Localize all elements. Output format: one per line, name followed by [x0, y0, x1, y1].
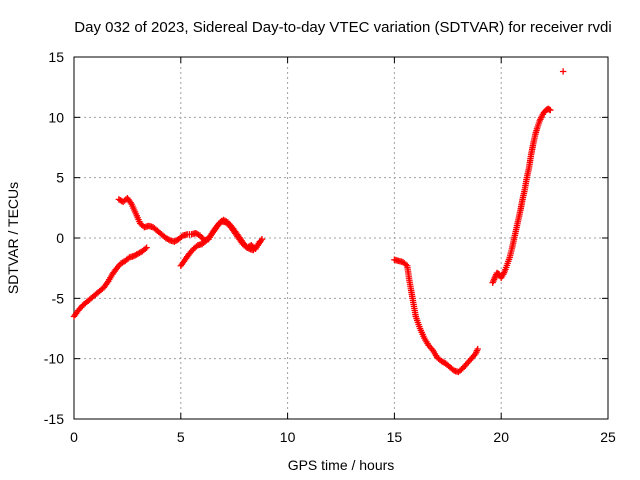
x-tick-label: 0: [70, 429, 78, 445]
x-tick-label: 20: [493, 429, 509, 445]
y-tick-label: 15: [48, 49, 64, 65]
data-point: [142, 245, 149, 253]
data-point: [458, 366, 465, 373]
x-tick-label: 5: [177, 429, 185, 445]
y-tick-label: 5: [56, 170, 64, 186]
x-tick-labels: 0 5 10 15 20 25: [70, 429, 616, 445]
y-axis-label: SDTVAR / TECUs: [5, 182, 21, 294]
y-tick-labels: -15 -10 -5 0 5 10 15: [44, 49, 64, 427]
x-axis-label: GPS time / hours: [288, 457, 395, 473]
data-point: [474, 345, 481, 353]
chart-title: Day 032 of 2023, Sidereal Day-to-day VTE…: [74, 19, 611, 36]
data-point: [143, 244, 150, 251]
data-point: [258, 236, 266, 243]
data-points: [70, 68, 567, 376]
data-point: [547, 106, 554, 114]
y-tick-label: 0: [56, 230, 64, 246]
grid-lines: [73, 56, 609, 420]
y-tick-label: -15: [44, 411, 64, 427]
data-point: [559, 68, 567, 75]
tick-marks: [73, 56, 609, 420]
x-tick-label: 25: [600, 429, 616, 445]
data-point: [165, 236, 172, 243]
x-tick-label: 10: [280, 429, 296, 445]
data-point: [201, 238, 209, 245]
y-tick-label: -5: [52, 290, 65, 306]
y-tick-label: 10: [48, 109, 64, 125]
y-tick-label: -10: [44, 351, 64, 367]
data-point: [402, 261, 409, 268]
x-tick-label: 15: [387, 429, 403, 445]
